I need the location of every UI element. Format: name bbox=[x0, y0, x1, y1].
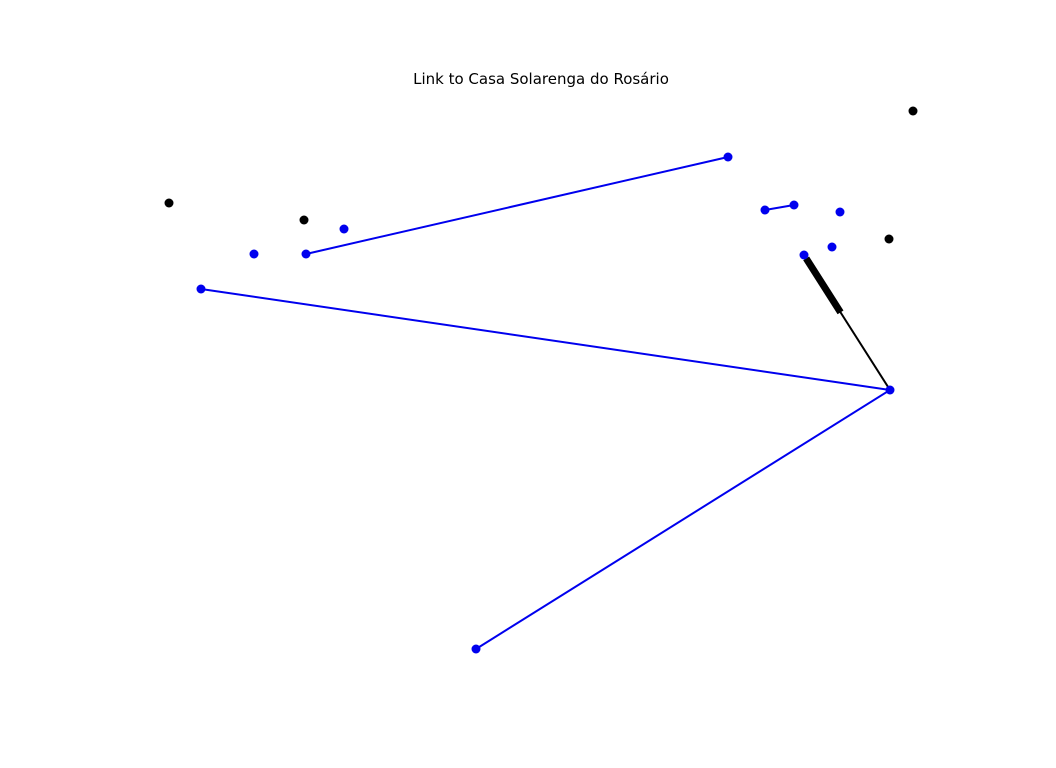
edge-arrowhead bbox=[803, 256, 844, 315]
chart-title: Link to Casa Solarenga do Rosário bbox=[413, 70, 669, 88]
edge-line-0 bbox=[475, 389, 891, 650]
node-point-12 bbox=[164, 198, 174, 208]
node-point-10 bbox=[789, 200, 799, 210]
node-point-4 bbox=[301, 249, 311, 259]
node-point-9 bbox=[760, 205, 770, 215]
node-point-13 bbox=[299, 215, 309, 225]
edges-layer bbox=[200, 156, 891, 650]
node-point-7 bbox=[827, 242, 837, 252]
edge-arrow-4 bbox=[803, 254, 891, 391]
edge-line-1 bbox=[200, 288, 891, 391]
node-point-2 bbox=[196, 284, 206, 294]
node-point-6 bbox=[799, 250, 809, 260]
node-point-14 bbox=[884, 234, 894, 244]
node-point-8 bbox=[835, 207, 845, 217]
node-point-3 bbox=[249, 249, 259, 259]
node-point-15 bbox=[908, 106, 918, 116]
edge-line-3 bbox=[764, 204, 795, 211]
node-point-11 bbox=[723, 152, 733, 162]
node-point-5 bbox=[339, 224, 349, 234]
node-point-0 bbox=[471, 644, 481, 654]
edge-line-2 bbox=[305, 156, 729, 255]
node-point-1 bbox=[885, 385, 895, 395]
points-layer bbox=[164, 106, 918, 654]
